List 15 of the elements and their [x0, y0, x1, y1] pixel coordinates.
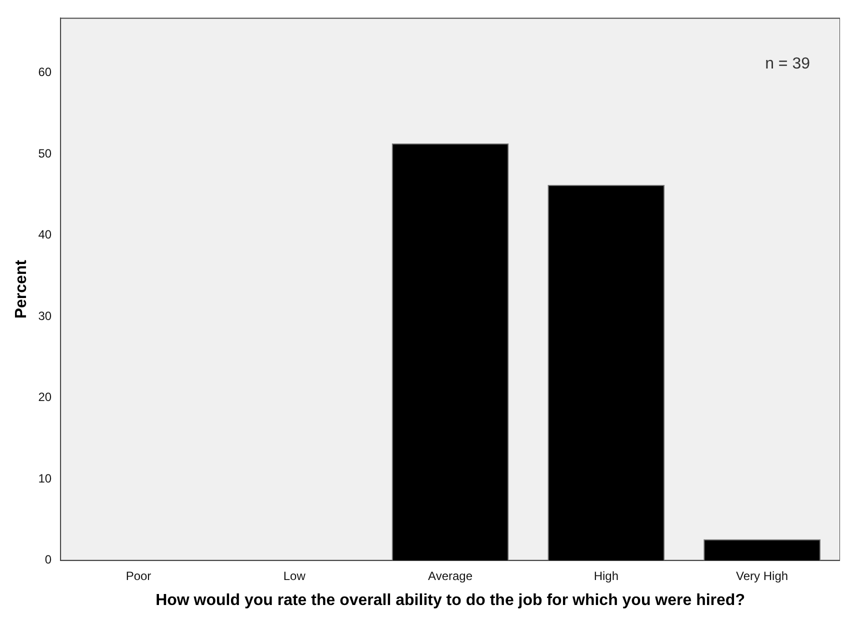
y-tick-label: 20: [38, 390, 52, 404]
x-axis-title: How would you rate the overall ability to do the job for which you were hired?: [156, 592, 745, 609]
y-tick-label: 10: [38, 471, 52, 486]
y-axis-title: Percent: [13, 259, 30, 319]
y-tick-label: 40: [38, 228, 52, 242]
y-tick-label: 30: [38, 308, 52, 323]
x-tick-label: Poor: [126, 568, 152, 583]
annotation: n = 39: [765, 56, 810, 73]
x-tick-label: Very High: [736, 568, 788, 583]
x-tick-label: Low: [283, 568, 306, 583]
y-tick-label: 60: [38, 64, 52, 79]
x-tick-label: Average: [428, 568, 473, 583]
y-tick-label: 50: [38, 146, 52, 160]
x-tick-label: High: [594, 568, 619, 583]
y-tick-label: 0: [44, 552, 52, 567]
